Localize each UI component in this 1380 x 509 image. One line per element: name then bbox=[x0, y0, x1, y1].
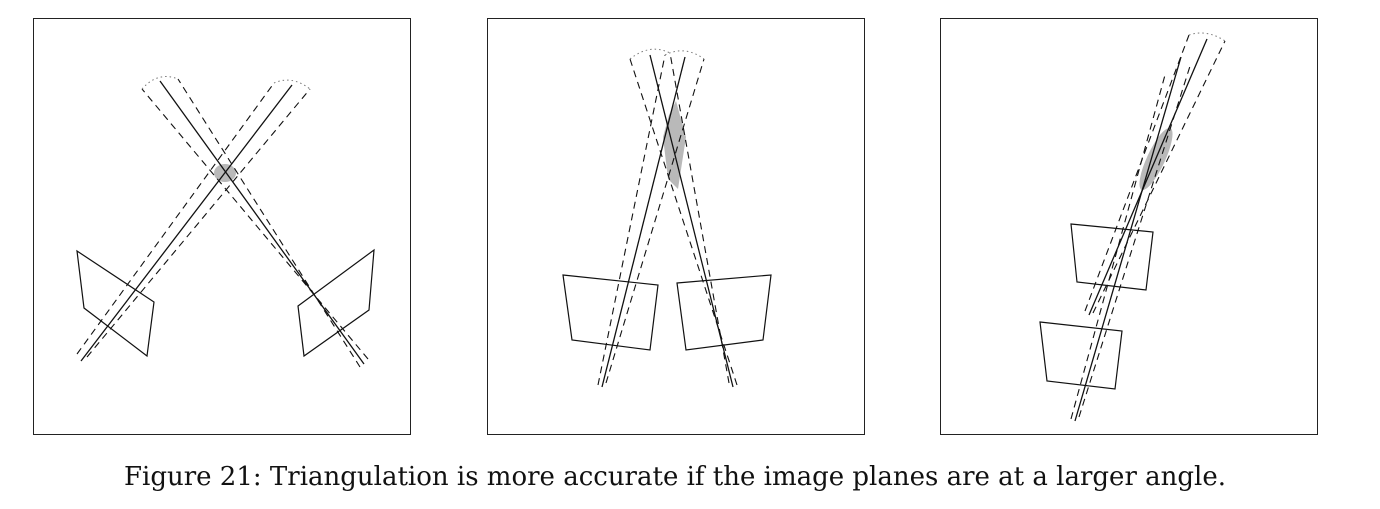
image-plane-left bbox=[562, 274, 659, 351]
uncertainty-region bbox=[663, 101, 686, 189]
image-plane-right bbox=[676, 274, 772, 351]
ray-right-center bbox=[159, 80, 365, 365]
ray-left-bound-b bbox=[76, 82, 275, 355]
ray-right-center bbox=[649, 54, 734, 388]
figure-caption: Figure 21: Triangulation is more accurat… bbox=[123, 462, 1226, 492]
diagram-medium-angle bbox=[562, 48, 772, 388]
ray-right-tip-arc bbox=[141, 76, 179, 90]
panel-medium-angle bbox=[487, 18, 865, 435]
ray-upper-center bbox=[1088, 38, 1208, 316]
ray-left-tip-arc bbox=[273, 79, 311, 90]
ray-right-bound-a bbox=[141, 88, 369, 360]
diagram-small-angle bbox=[1039, 32, 1226, 422]
ray-left-bound-a bbox=[605, 58, 705, 384]
image-plane-lower bbox=[1039, 321, 1123, 390]
ray-left-bound-b bbox=[597, 54, 666, 386]
panel-wide-angle bbox=[33, 18, 411, 435]
panel-small-angle bbox=[940, 18, 1318, 435]
ray-upper-bound-b bbox=[1084, 34, 1190, 312]
image-plane-upper bbox=[1070, 223, 1154, 291]
ray-left-center bbox=[601, 56, 686, 388]
ray-right-bound-a bbox=[629, 58, 738, 386]
ray-right-bound-b bbox=[669, 52, 730, 384]
image-plane-left bbox=[76, 249, 155, 358]
ray-left-center bbox=[80, 84, 293, 362]
ray-left-bound-a bbox=[86, 88, 311, 358]
ray-right-bound-b bbox=[177, 78, 361, 368]
ray-upper-tip-arc bbox=[1188, 32, 1226, 42]
image-plane-right bbox=[297, 248, 375, 358]
ray-lower-center bbox=[1074, 56, 1182, 422]
ray-lower-bound-a bbox=[1078, 62, 1192, 418]
diagram-wide-angle bbox=[76, 76, 375, 368]
ray-upper-bound-a bbox=[1092, 40, 1226, 314]
